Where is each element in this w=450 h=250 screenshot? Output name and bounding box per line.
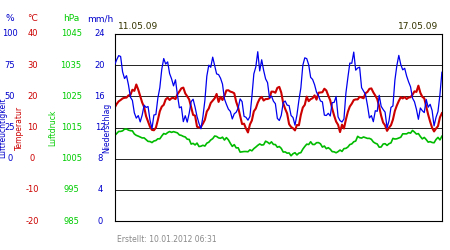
Text: 16: 16	[94, 92, 105, 101]
Text: -20: -20	[26, 217, 39, 226]
Text: 10: 10	[27, 123, 38, 132]
Text: 20: 20	[27, 92, 38, 101]
Text: 24: 24	[94, 29, 105, 38]
Text: 12: 12	[94, 123, 105, 132]
Text: °C: °C	[27, 14, 38, 23]
Text: 25: 25	[4, 123, 15, 132]
Text: Niederschlag: Niederschlag	[103, 102, 112, 152]
Text: 30: 30	[27, 60, 38, 70]
Text: Temperatur: Temperatur	[15, 106, 24, 150]
Text: 995: 995	[63, 186, 79, 194]
Text: 100: 100	[2, 29, 18, 38]
Text: 1045: 1045	[61, 29, 81, 38]
Text: -10: -10	[26, 186, 39, 194]
Text: 4: 4	[97, 186, 103, 194]
Text: Erstellt: 10.01.2012 06:31: Erstellt: 10.01.2012 06:31	[117, 235, 216, 244]
Text: %: %	[5, 14, 14, 23]
Text: 17.05.09: 17.05.09	[398, 22, 438, 31]
Text: 40: 40	[27, 29, 38, 38]
Text: 1025: 1025	[61, 92, 81, 101]
Text: 50: 50	[4, 92, 15, 101]
Text: mm/h: mm/h	[87, 14, 113, 23]
Text: 11.05.09: 11.05.09	[118, 22, 158, 31]
Text: 1035: 1035	[61, 60, 81, 70]
Text: 75: 75	[4, 60, 15, 70]
Text: Luftfeuchtigkeit: Luftfeuchtigkeit	[0, 97, 7, 158]
Text: 0: 0	[30, 154, 35, 163]
Text: hPa: hPa	[63, 14, 79, 23]
Text: 1005: 1005	[61, 154, 81, 163]
Text: 985: 985	[63, 217, 79, 226]
Text: 8: 8	[97, 154, 103, 163]
Text: Luftdruck: Luftdruck	[49, 109, 58, 146]
Text: 20: 20	[94, 60, 105, 70]
Text: 0: 0	[7, 154, 13, 163]
Text: 0: 0	[97, 217, 103, 226]
Text: 1015: 1015	[61, 123, 81, 132]
